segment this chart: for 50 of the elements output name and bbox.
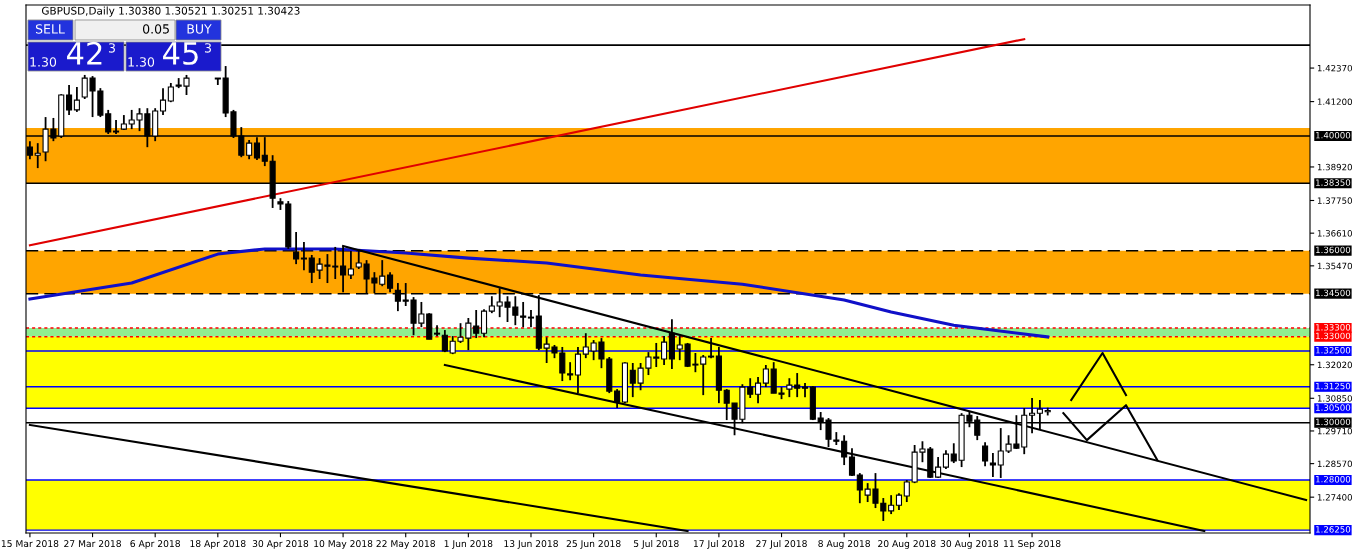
ref-line-label: 1.33300 [1316,324,1351,331]
y-tick-label: 1.27400 [1317,494,1352,501]
x-tick-label: 8 Aug 2018 [818,540,870,549]
ref-line-label: 1.30000 [1316,418,1351,426]
x-tick-label: 5 Jul 2018 [633,539,679,549]
annotation: SELL [35,24,65,34]
ref-line-label: 1.28000 [1316,475,1351,483]
y-tick-label: 1.35470 [1317,262,1352,270]
chart-title: GBPUSD,Daily 1.30380 1.30521 1.30251 1.30423 [41,6,300,17]
x-tick-label: 30 Aug 2018 [940,540,999,549]
y-tick-label: 1.42370 [1317,64,1352,72]
x-tick-label: 27 Jul 2018 [756,539,807,549]
annotation: 0.05 [142,24,169,34]
x-tick-label: 20 Aug 2018 [878,540,936,549]
ref-line-label: 1.38350 [1316,179,1351,186]
x-tick-label: 10 May 2018 [314,540,373,549]
annotation: 1.30 [128,57,155,67]
ref-line-label: 1.36000 [1316,246,1351,254]
annotation: 3 [108,43,115,53]
x-tick-label: 15 Mar 2018 [1,540,59,548]
annotation: BUY [187,24,212,34]
ref-line-label: 1.34500 [1316,289,1351,297]
x-tick-label: 6 Apr 2018 [130,540,180,549]
y-tick-label: 1.29710 [1317,427,1352,435]
x-tick-label: 1 Jun 2018 [444,540,493,549]
x-tick-label: 13 Jun 2018 [504,540,558,549]
x-tick-label: 11 Sep 2018 [1004,540,1061,549]
x-tick-label: 22 May 2018 [376,540,435,549]
annotation: 45 [163,42,198,65]
x-tick-label: 17 Jul 2018 [693,539,745,549]
annotation: 1.30 [30,57,57,67]
y-tick-label: 1.28570 [1317,460,1352,468]
ref-line-label: 1.40000 [1316,131,1351,139]
y-tick-label: 1.37750 [1317,197,1352,204]
x-tick-label: 18 Apr 2018 [190,540,246,549]
y-tick-label: 1.30850 [1317,395,1352,402]
x-tick-label: 30 Apr 2018 [252,540,309,549]
ref-line-label: 1.31250 [1316,382,1351,390]
x-tick-label: 25 Jun 2018 [566,540,621,549]
y-tick-label: 1.38920 [1317,163,1352,171]
ref-line-label: 1.33000 [1316,332,1351,340]
ref-line-label: 1.30500 [1316,404,1351,411]
y-tick-label: 1.32020 [1317,361,1352,369]
y-tick-label: 1.41200 [1317,98,1352,105]
y-tick-label: 1.36610 [1317,230,1352,237]
annotation: 3 [204,43,211,53]
ref-line-label: 1.32500 [1316,346,1351,354]
annotation: 42 [67,41,102,65]
x-tick-label: 27 Mar 2018 [64,540,121,548]
ref-line-label: 1.26250 [1316,526,1351,533]
